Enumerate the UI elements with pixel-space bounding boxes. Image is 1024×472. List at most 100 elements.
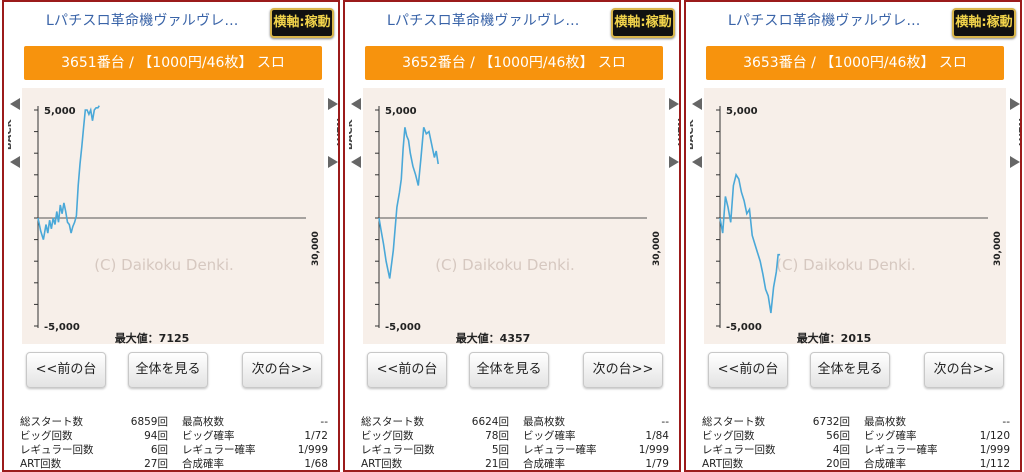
stat-value: 94回 xyxy=(144,430,168,442)
x-right-label: 30,000 xyxy=(652,231,662,266)
next-arrow-icon xyxy=(328,156,338,168)
watermark: (C) Daikoku Denki. xyxy=(94,256,234,274)
stat-row: レギュラー確率 1/999 xyxy=(864,444,1010,457)
stat-row: 合成確率 1/68 xyxy=(182,458,328,470)
back-nav-button[interactable]: BACK xyxy=(8,98,22,188)
machine-title[interactable]: Lパチスロ革命機ヴァルヴレ… xyxy=(728,13,921,29)
y-top-label: 5,000 xyxy=(385,106,417,117)
next-nav-button[interactable]: NEXT xyxy=(1008,98,1022,188)
stat-row: 最高枚数 -- xyxy=(182,416,328,429)
machine-number-bar: 3651番台 / 【1000円/46枚】 スロ xyxy=(24,46,322,80)
watermark: (C) Daikoku Denki. xyxy=(776,256,916,274)
slump-line xyxy=(719,172,781,314)
stat-label: レギュラー確率 xyxy=(864,444,938,456)
machine-panel: Lパチスロ革命機ヴァルヴレ… 横軸:稼動 3651番台 / 【1000円/46枚】 … xyxy=(2,0,340,472)
axis-mode-button[interactable]: 横軸:稼動 xyxy=(952,8,1016,38)
stat-row: ビッグ回数 56回 xyxy=(702,430,850,443)
next-arrow-icon xyxy=(328,98,338,110)
stat-label: ビッグ確率 xyxy=(523,430,576,442)
y-bottom-label: -5,000 xyxy=(726,322,762,333)
max-value-text: 最大値：7125 xyxy=(115,331,190,344)
stat-label: 総スタート数 xyxy=(20,416,83,428)
stat-row: ビッグ回数 78回 xyxy=(361,430,509,443)
stat-value: 1/112 xyxy=(979,458,1010,470)
back-arrow-icon xyxy=(351,98,361,110)
stat-row: 最高枚数 -- xyxy=(523,416,669,429)
stat-row: 合成確率 1/112 xyxy=(864,458,1010,470)
back-label: BACK xyxy=(8,118,14,150)
stat-value: -- xyxy=(1002,416,1010,428)
stat-label: ビッグ確率 xyxy=(864,430,917,442)
stat-label: ART回数 xyxy=(361,458,403,470)
machine-number-bar: 3653番台 / 【1000円/46枚】 スロ xyxy=(706,46,1004,80)
stat-value: 6859回 xyxy=(130,416,168,428)
stat-value: 56回 xyxy=(826,430,850,442)
stat-row: 合成確率 1/79 xyxy=(523,458,669,470)
next-machine-button[interactable]: 次の台>> xyxy=(583,352,663,388)
next-nav-button[interactable]: NEXT xyxy=(326,98,340,188)
slump-graph: 5,000 -5,000 30,000 (C) Daikoku Denki. 最大値：4… xyxy=(363,88,665,345)
machine-panel: Lパチスロ革命機ヴァルヴレ… 横軸:稼動 3653番台 / 【1000円/46枚】 … xyxy=(684,0,1022,472)
machine-panel: Lパチスロ革命機ヴァルヴレ… 横軸:稼動 3652番台 / 【1000円/46枚】 … xyxy=(343,0,681,472)
stat-row: 総スタート数 6732回 xyxy=(702,416,850,429)
y-bottom-label: -5,000 xyxy=(385,322,421,333)
next-label: NEXT xyxy=(675,118,681,148)
stat-value: 4回 xyxy=(832,444,850,456)
back-arrow-icon xyxy=(351,156,361,168)
prev-machine-button[interactable]: <<前の台 xyxy=(367,352,447,388)
next-nav-button[interactable]: NEXT xyxy=(667,98,681,188)
y-top-label: 5,000 xyxy=(726,106,758,117)
machine-number-bar: 3652番台 / 【1000円/46枚】 スロ xyxy=(365,46,663,80)
slump-graph: 5,000 -5,000 30,000 (C) Daikoku Denki. 最大値：2… xyxy=(704,88,1006,345)
back-label: BACK xyxy=(349,118,355,150)
back-nav-button[interactable]: BACK xyxy=(690,98,704,188)
stat-row: レギュラー回数 6回 xyxy=(20,444,168,457)
axis-mode-button[interactable]: 横軸:稼動 xyxy=(611,8,675,38)
stat-value: 1/79 xyxy=(645,458,669,470)
stat-label: ビッグ確率 xyxy=(182,430,235,442)
stat-value: 21回 xyxy=(485,458,509,470)
axis-mode-button[interactable]: 横軸:稼動 xyxy=(270,8,334,38)
stat-label: 最高枚数 xyxy=(864,416,906,428)
stat-value: 6732回 xyxy=(812,416,850,428)
prev-machine-button[interactable]: <<前の台 xyxy=(708,352,788,388)
stat-value: 1/68 xyxy=(304,458,328,470)
stat-row: 最高枚数 -- xyxy=(864,416,1010,429)
stat-value: 1/120 xyxy=(979,430,1010,442)
stat-value: 20回 xyxy=(826,458,850,470)
stat-row: レギュラー回数 4回 xyxy=(702,444,850,457)
back-nav-button[interactable]: BACK xyxy=(349,98,363,188)
max-value-text: 最大値：2015 xyxy=(797,331,872,344)
back-arrow-icon xyxy=(692,156,702,168)
stat-value: 78回 xyxy=(485,430,509,442)
slump-line xyxy=(37,105,100,240)
stat-row: 総スタート数 6624回 xyxy=(361,416,509,429)
next-machine-button[interactable]: 次の台>> xyxy=(242,352,322,388)
back-arrow-icon xyxy=(692,98,702,110)
x-right-label: 30,000 xyxy=(311,231,321,266)
stat-row: レギュラー確率 1/999 xyxy=(523,444,669,457)
stat-label: 総スタート数 xyxy=(361,416,424,428)
next-arrow-icon xyxy=(1010,98,1020,110)
stat-label: レギュラー回数 xyxy=(361,444,435,456)
prev-machine-button[interactable]: <<前の台 xyxy=(26,352,106,388)
all-machine-button[interactable]: 全体を見る xyxy=(128,352,208,388)
stat-row: レギュラー確率 1/999 xyxy=(182,444,328,457)
stat-value: -- xyxy=(661,416,669,428)
next-machine-button[interactable]: 次の台>> xyxy=(924,352,1004,388)
stat-value: 1/999 xyxy=(979,444,1010,456)
stat-label: ビッグ回数 xyxy=(20,430,73,442)
stat-row: 総スタート数 6859回 xyxy=(20,416,168,429)
stat-label: 合成確率 xyxy=(523,458,565,470)
stat-row: ビッグ回数 94回 xyxy=(20,430,168,443)
stat-label: 合成確率 xyxy=(182,458,224,470)
all-machine-button[interactable]: 全体を見る xyxy=(469,352,549,388)
stat-row: ビッグ確率 1/84 xyxy=(523,430,669,443)
x-right-label: 30,000 xyxy=(993,231,1003,266)
stat-value: 1/999 xyxy=(638,444,669,456)
machine-title[interactable]: Lパチスロ革命機ヴァルヴレ… xyxy=(46,13,239,29)
stat-value: 5回 xyxy=(491,444,509,456)
machine-title[interactable]: Lパチスロ革命機ヴァルヴレ… xyxy=(387,13,580,29)
all-machine-button[interactable]: 全体を見る xyxy=(810,352,890,388)
